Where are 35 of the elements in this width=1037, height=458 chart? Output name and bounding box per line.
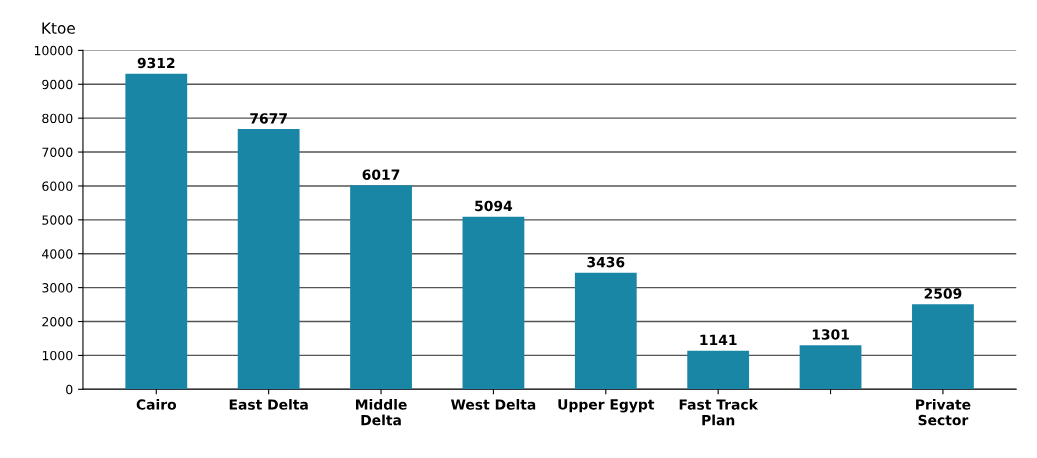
y-tick-label: 3000 — [42, 283, 73, 293]
x-tick-label: West Delta — [450, 399, 536, 410]
bar — [574, 272, 637, 390]
y-tick-label: 1000 — [42, 350, 73, 361]
bar — [350, 185, 412, 390]
bar — [125, 73, 188, 390]
y-tick-label: 10000 — [34, 45, 73, 56]
bar — [687, 350, 750, 390]
y-tick-label: 8000 — [42, 113, 73, 124]
bar — [462, 216, 525, 390]
x-tick-label: Private Sector — [916, 399, 971, 426]
x-tick-label: Fast Track Plan — [679, 399, 759, 426]
x-tick-label: Middle Delta — [356, 399, 407, 426]
y-tick-label: 4000 — [42, 249, 73, 259]
bar — [912, 304, 974, 390]
y-tick-label: 0 — [66, 384, 73, 395]
bar — [799, 345, 862, 390]
y-tick-label: 7000 — [42, 147, 73, 157]
x-tick-label: East Delta — [229, 399, 308, 410]
data-label: 2509 — [924, 288, 962, 299]
y-tick-label: 9000 — [42, 79, 73, 90]
data-label: 7677 — [250, 113, 287, 124]
data-label: 9312 — [137, 57, 175, 69]
data-label: 1301 — [812, 329, 849, 340]
x-tick-label: Cairo — [136, 399, 177, 410]
data-label: 5094 — [475, 200, 513, 212]
y-tick-label: 6000 — [42, 181, 73, 191]
y-axis-title: Ktoe — [42, 22, 75, 34]
y-tick-label: 2000 — [42, 316, 73, 327]
y-tick-label: 5000 — [42, 215, 73, 225]
bar — [237, 129, 300, 390]
x-tick-label: Upper Egypt — [558, 399, 655, 413]
data-label: 6017 — [362, 169, 400, 180]
data-label: 3436 — [587, 256, 625, 268]
data-label: 1141 — [700, 334, 737, 345]
